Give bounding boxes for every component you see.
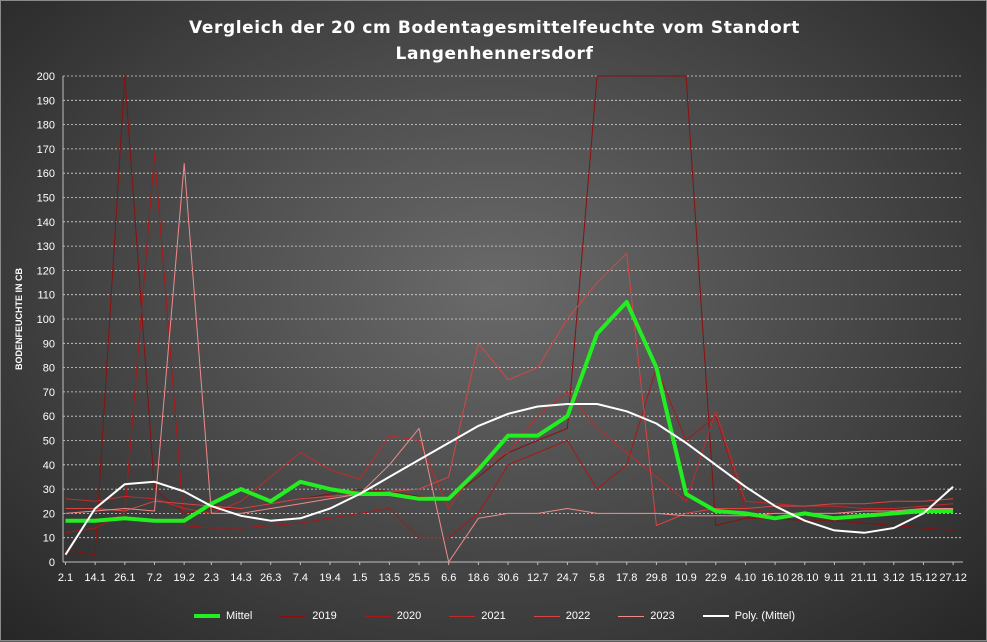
series-line-2023: [66, 164, 954, 563]
legend-swatch: [280, 616, 306, 617]
legend-swatch: [534, 616, 560, 617]
x-tick-label: 15.12: [910, 572, 938, 584]
legend-swatch: [618, 616, 644, 617]
y-tick-label: 30: [43, 484, 55, 496]
x-tick-label: 1.5: [352, 572, 367, 584]
y-tick-label: 150: [37, 193, 55, 205]
y-tick-label: 190: [37, 95, 55, 107]
x-tick-label: 22.9: [705, 572, 726, 584]
y-tick-label: 140: [37, 217, 55, 229]
y-tick-label: 60: [43, 411, 55, 423]
legend-item: Mittel: [194, 610, 252, 622]
x-tick-label: 24.7: [557, 572, 578, 584]
x-tick-label: 3.12: [883, 572, 904, 584]
y-tick-label: 120: [37, 265, 55, 277]
x-tick-label: 26.1: [114, 572, 135, 584]
legend-swatch: [449, 616, 475, 617]
y-tick-label: 40: [43, 460, 55, 472]
y-tick-label: 20: [43, 508, 55, 520]
y-tick-label: 200: [37, 71, 55, 83]
x-tick-label: 14.3: [230, 572, 251, 584]
legend-label: 2023: [650, 610, 674, 622]
x-tick-label: 6.6: [441, 572, 456, 584]
x-tick-label: 26.3: [260, 572, 281, 584]
y-tick-label: 70: [43, 387, 55, 399]
x-tick-label: 16.10: [761, 572, 789, 584]
x-tick-label: 5.8: [589, 572, 604, 584]
x-tick-label: 18.6: [468, 572, 489, 584]
y-tick-label: 10: [43, 533, 55, 545]
legend-label: 2020: [397, 610, 421, 622]
x-tick-label: 29.8: [646, 572, 667, 584]
x-tick-label: 28.10: [791, 572, 819, 584]
x-tick-label: 25.5: [408, 572, 429, 584]
legend-item: 2019: [280, 610, 336, 622]
x-tick-label: 7.2: [147, 572, 162, 584]
x-tick-label: 12.7: [527, 572, 548, 584]
legend-item: 2021: [449, 610, 505, 622]
x-tick-label: 27.12: [939, 572, 967, 584]
x-tick-label: 2.1: [58, 572, 73, 584]
legend-label: 2022: [566, 610, 590, 622]
x-tick-label: 13.5: [379, 572, 400, 584]
x-tick-label: 17.8: [616, 572, 637, 584]
series-line-2022: [66, 253, 954, 525]
series-line-poly-mittel: [66, 404, 954, 555]
y-tick-label: 50: [43, 436, 55, 448]
y-tick-label: 180: [37, 120, 55, 132]
legend-swatch: [703, 615, 729, 617]
x-tick-label: 10.9: [675, 572, 696, 584]
legend-swatch: [365, 616, 391, 617]
legend-label: 2021: [481, 610, 505, 622]
legend-label: Mittel: [226, 610, 252, 622]
legend-item: Poly. (Mittel): [703, 610, 795, 622]
x-tick-label: 21.11: [851, 572, 878, 584]
legend: Mittel 2019 2020 2021 2022 2023 Poly. (Mittel): [1, 610, 987, 622]
legend-swatch: [194, 614, 220, 618]
x-tick-label: 19.2: [173, 572, 194, 584]
x-tick-label: 30.6: [497, 572, 518, 584]
x-tick-label: 14.1: [84, 572, 105, 584]
legend-item: 2022: [534, 610, 590, 622]
y-tick-label: 110: [37, 290, 55, 302]
series-line-2021: [66, 392, 954, 514]
legend-item: 2020: [365, 610, 421, 622]
grid: [63, 76, 963, 538]
legend-item: 2023: [618, 610, 674, 622]
x-tick-label: 9.11: [824, 572, 845, 584]
series-line-2019: [66, 76, 954, 555]
series-line-mittel: [66, 302, 954, 521]
y-tick-label: 0: [49, 557, 55, 569]
y-tick-label: 170: [37, 144, 55, 156]
y-tick-label: 90: [43, 338, 55, 350]
y-tick-label: 80: [43, 363, 55, 375]
y-tick-label: 160: [37, 168, 55, 180]
y-tick-label: 100: [37, 314, 55, 326]
x-tick-label: 4.10: [735, 572, 756, 584]
x-tick-label: 19.4: [319, 572, 340, 584]
y-tick-label: 130: [37, 241, 55, 253]
x-tick-label: 7.4: [293, 572, 308, 584]
legend-label: 2019: [312, 610, 336, 622]
x-tick-label: 2.3: [204, 572, 219, 584]
legend-label: Poly. (Mittel): [735, 610, 795, 622]
